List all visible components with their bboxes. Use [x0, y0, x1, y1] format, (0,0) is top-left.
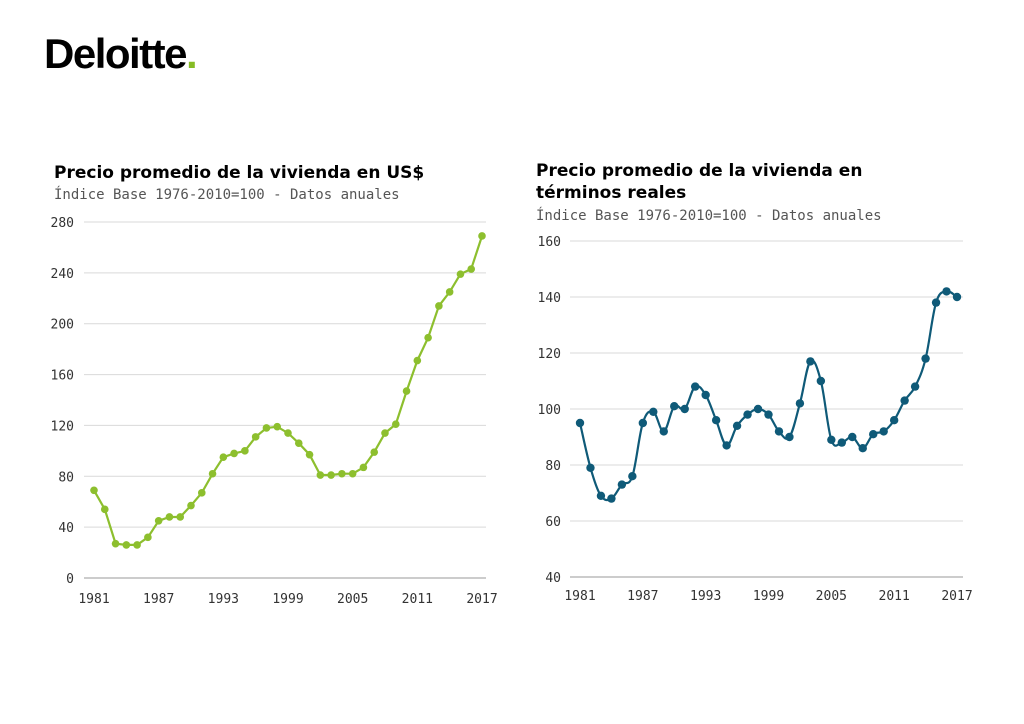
y-tick-label: 120 — [51, 419, 74, 434]
y-tick-label: 160 — [51, 369, 74, 384]
data-point — [273, 422, 282, 431]
data-point — [305, 450, 314, 459]
data-point — [294, 439, 303, 448]
data-point — [219, 453, 228, 462]
data-point — [478, 232, 486, 240]
data-point — [133, 541, 141, 549]
x-tick-label: 1981 — [78, 592, 109, 607]
x-tick-label: 1987 — [143, 592, 174, 607]
data-point — [424, 333, 432, 342]
chart-subtitle: Índice Base 1976-2010=100 - Datos anuale… — [54, 186, 400, 203]
y-tick-label: 40 — [58, 521, 74, 536]
data-point — [467, 265, 476, 273]
x-tick-label: 2011 — [402, 592, 433, 607]
data-point — [435, 302, 443, 310]
data-point — [176, 513, 185, 521]
data-point — [111, 539, 120, 548]
x-tick-label: 2005 — [337, 592, 368, 607]
data-point — [154, 516, 163, 525]
y-tick-label: 80 — [58, 470, 74, 485]
data-point — [402, 387, 411, 395]
data-point — [197, 489, 206, 497]
x-tick-label: 2017 — [466, 592, 497, 607]
series-line — [93, 235, 484, 546]
data-point — [284, 429, 292, 437]
data-point — [165, 513, 174, 521]
x-tick-label: 1993 — [208, 592, 239, 607]
data-point — [100, 505, 109, 514]
y-tick-label: 240 — [51, 267, 74, 282]
data-point — [122, 541, 131, 549]
data-point — [90, 486, 98, 495]
chart-title: Precio promedio de la vivienda en US$ — [54, 163, 424, 183]
data-point — [370, 448, 379, 456]
deloitte-logo: Deloitte. — [44, 30, 198, 78]
data-point — [327, 471, 335, 479]
data-point — [413, 356, 422, 365]
data-point — [230, 449, 238, 458]
y-tick-label: 0 — [66, 572, 74, 587]
x-tick-label: 1999 — [272, 592, 303, 607]
data-point — [359, 463, 368, 472]
data-point — [251, 433, 260, 441]
data-point — [381, 429, 389, 437]
data-point — [391, 420, 400, 428]
data-point — [241, 447, 249, 455]
logo-dot: . — [186, 30, 198, 77]
data-point — [208, 469, 217, 478]
y-tick-label: 200 — [51, 318, 74, 333]
data-point — [338, 469, 346, 478]
data-point — [316, 471, 325, 479]
logo-wordmark: Deloitte — [44, 30, 188, 77]
data-point — [445, 288, 454, 296]
data-point — [456, 270, 465, 278]
data-point — [187, 501, 195, 510]
data-point — [144, 533, 152, 542]
y-tick-label: 280 — [51, 216, 74, 231]
data-point — [262, 424, 271, 432]
data-point — [348, 469, 357, 478]
